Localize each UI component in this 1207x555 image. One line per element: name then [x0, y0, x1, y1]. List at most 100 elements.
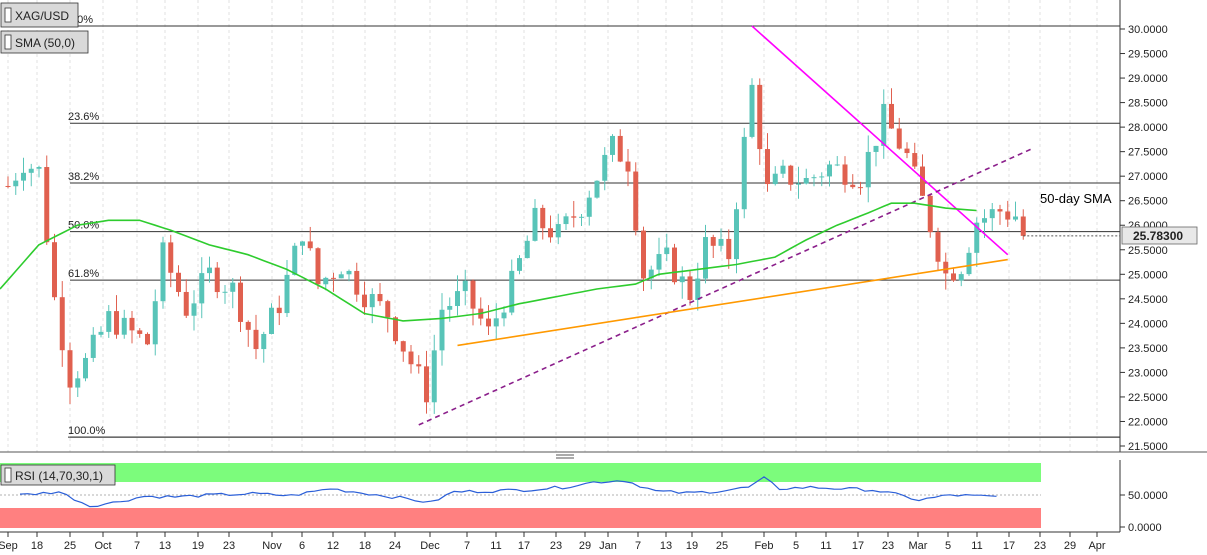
- time-tick-label: 17: [1003, 540, 1015, 552]
- candle-body: [501, 312, 507, 319]
- candle-body: [540, 207, 546, 229]
- rsi-label: RSI (14,70,30,1): [15, 469, 103, 483]
- candle-body: [633, 171, 639, 231]
- time-tick-label: Apr: [1088, 540, 1105, 552]
- panel-resize-handle[interactable]: [556, 454, 574, 459]
- price-tick-label: 24.5000: [1128, 294, 1168, 306]
- candle-body: [230, 282, 236, 292]
- time-tick-label: 23: [223, 540, 235, 552]
- rsi-tag[interactable]: RSI (14,70,30,1): [0, 464, 116, 486]
- candle-body: [431, 350, 437, 403]
- candle-body: [269, 307, 274, 334]
- candle-body: [90, 334, 96, 358]
- candle-body: [734, 209, 739, 260]
- candle-body: [819, 176, 825, 178]
- symbol-tag[interactable]: XAG/USD: [0, 2, 79, 28]
- candle-body: [21, 172, 26, 181]
- rsi-tick-label: 0.0000: [1128, 522, 1162, 534]
- candle-body: [1013, 216, 1018, 220]
- candle-body: [36, 167, 42, 169]
- sma-annotation: 50-day SMA: [1040, 191, 1112, 206]
- candle-body: [904, 148, 910, 154]
- candle-body: [98, 331, 104, 335]
- time-tick-label: 13: [660, 540, 672, 552]
- candle-body: [408, 351, 414, 365]
- candle-body: [83, 357, 88, 379]
- time-tick-label: 7: [635, 540, 641, 552]
- time-tick-label: 23: [1034, 540, 1046, 552]
- candle-body: [571, 216, 577, 218]
- candle-body: [896, 128, 902, 149]
- candle-body: [253, 329, 259, 350]
- candle-body: [958, 274, 964, 281]
- price-tick-label: 30.0000: [1128, 24, 1168, 36]
- current-price-text: 25.78300: [1133, 229, 1183, 243]
- candle-body: [439, 309, 445, 351]
- candle-body: [183, 291, 189, 316]
- candle-body: [75, 378, 81, 388]
- candle-body: [5, 185, 11, 187]
- candle-body: [493, 318, 499, 327]
- candle-body: [943, 261, 949, 274]
- price-tick-label: 24.0000: [1128, 318, 1168, 330]
- price-tick-label: 25.5000: [1128, 245, 1168, 257]
- candle-body: [307, 241, 313, 249]
- candle-body: [400, 341, 406, 352]
- candle-body: [966, 252, 972, 275]
- rsi-overbought-zone: [0, 463, 1041, 482]
- time-tick-label: 5: [793, 540, 799, 552]
- candle-body: [369, 294, 375, 308]
- candle-body: [695, 278, 701, 300]
- candle-body: [951, 273, 956, 281]
- fib-label: 23.6%: [68, 111, 99, 123]
- indicator-tag[interactable]: SMA (50,0): [0, 30, 89, 54]
- candle-body: [579, 216, 584, 218]
- candle-body: [602, 154, 608, 181]
- time-tick-label: Feb: [755, 540, 774, 552]
- candle-body: [912, 153, 918, 167]
- candle-body: [726, 238, 732, 260]
- time-tick-label: Oct: [94, 540, 111, 552]
- candle-body: [563, 216, 569, 225]
- time-tick-label: 25: [716, 540, 728, 552]
- candle-body: [865, 151, 871, 188]
- symbol-label: XAG/USD: [15, 9, 69, 23]
- candle-body: [114, 311, 119, 335]
- rsi-line: [19, 476, 997, 508]
- candle-body: [811, 177, 817, 179]
- time-tick-label: 24: [389, 540, 401, 552]
- candle-body: [648, 269, 654, 279]
- candle-body: [982, 218, 987, 223]
- candle-body: [346, 270, 352, 275]
- candle-body: [261, 333, 267, 350]
- time-tick-label: 18: [31, 540, 43, 552]
- candle-body: [509, 270, 515, 313]
- candle-body: [377, 294, 383, 302]
- candle-body: [447, 306, 453, 310]
- candle-body: [238, 282, 243, 322]
- candle-body: [191, 303, 197, 316]
- candle-body: [610, 135, 615, 155]
- candle-body: [176, 272, 181, 292]
- candle-body: [672, 247, 677, 283]
- price-tick-label: 29.5000: [1128, 49, 1168, 61]
- time-axis[interactable]: Sep 18 25 Oct 7 13 19 23 Nov 6 12 18 24 Dec 7 11 17 23 29 J…: [0, 532, 1106, 552]
- price-axis[interactable]: 30.0000 29.5000 29.0000 28.5000 28.0000 27.50…: [1120, 24, 1168, 453]
- candle-body: [354, 270, 360, 295]
- candle-body: [927, 195, 933, 233]
- candle-body: [13, 180, 19, 187]
- candle-body: [703, 237, 708, 279]
- candle-body: [920, 166, 925, 196]
- candle-body: [245, 321, 251, 330]
- candlestick-series: [5, 78, 1120, 414]
- resistance-trendline: [751, 25, 1009, 256]
- main-grid: [7, 0, 1098, 452]
- candle-body: [207, 267, 212, 274]
- time-tick-label: Jan: [599, 540, 617, 552]
- candle-body: [935, 232, 941, 262]
- candle-body: [555, 224, 561, 238]
- candle-body: [524, 240, 530, 259]
- price-tick-label: 22.5000: [1128, 392, 1168, 404]
- candle-body: [679, 276, 685, 283]
- candle-body: [718, 238, 724, 246]
